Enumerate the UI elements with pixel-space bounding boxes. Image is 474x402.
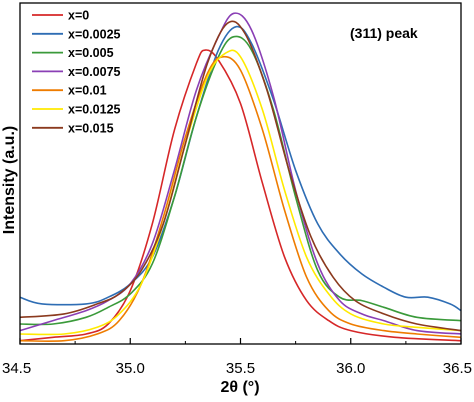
y-axis-title: Intensity (a.u.) xyxy=(1,126,18,234)
legend-label-6: x=0.015 xyxy=(68,121,114,135)
peak-annotation: (311) peak xyxy=(350,25,418,41)
series-line-6 xyxy=(19,20,462,332)
series-line-3 xyxy=(19,12,462,335)
series-line-5 xyxy=(19,49,462,336)
x-axis-title: 2θ (°) xyxy=(220,379,259,396)
series-line-2 xyxy=(19,35,462,326)
x-tick-label-1: 35.0 xyxy=(116,360,145,377)
legend-label-1: x=0.0025 xyxy=(68,27,121,41)
legend-label-5: x=0.0125 xyxy=(68,103,121,117)
x-tick-label-2: 35.5 xyxy=(226,360,255,377)
series-line-1 xyxy=(19,25,462,312)
x-tick-label-4: 36.5 xyxy=(443,360,472,377)
x-tick-label-3: 36.0 xyxy=(336,360,365,377)
x-tick-label-0: 34.5 xyxy=(2,360,31,377)
legend-label-4: x=0.01 xyxy=(68,84,107,98)
legend-label-2: x=0.005 xyxy=(68,46,114,60)
series-line-4 xyxy=(19,55,462,342)
series-layer xyxy=(19,12,462,342)
legend: x=0 x=0.0025 x=0.005 x=0.0075 x=0.01 x=0.0125… xyxy=(32,9,121,135)
x-ticks: 34.5 35.0 35.5 36.0 36.5 xyxy=(2,338,472,377)
legend-label-0: x=0 xyxy=(68,9,89,23)
legend-label-3: x=0.0075 xyxy=(68,65,121,79)
